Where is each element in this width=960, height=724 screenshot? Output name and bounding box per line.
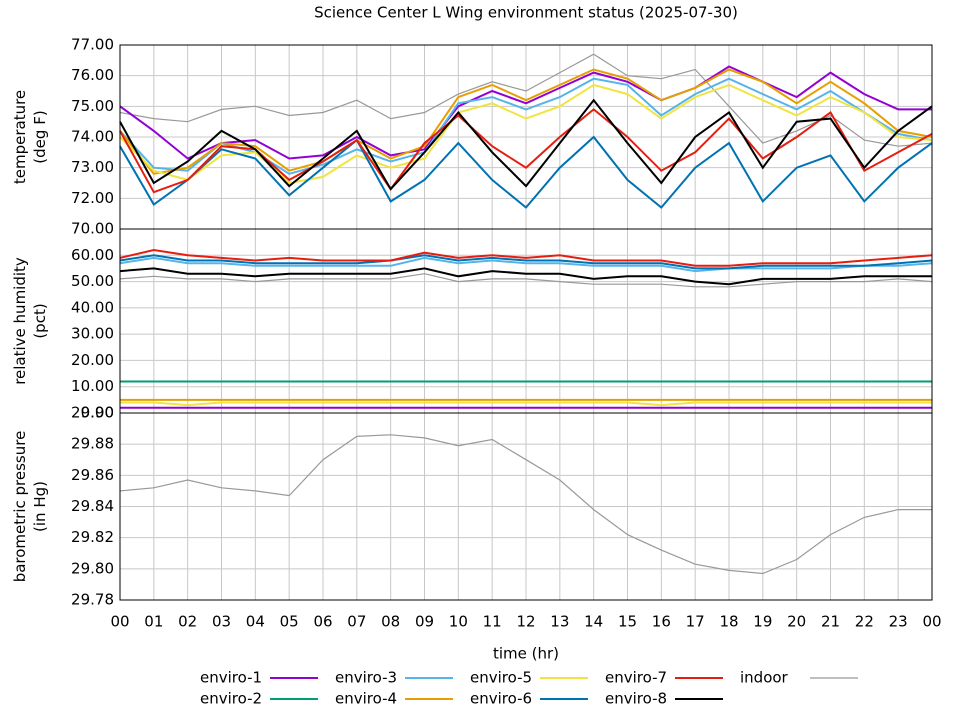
x-tick-label: 01 <box>144 613 163 631</box>
legend-label: enviro-1 <box>200 669 262 687</box>
y-tick-label: 20.00 <box>71 351 114 369</box>
data-line <box>119 53 933 147</box>
y-tick-label: 76.00 <box>71 66 114 84</box>
x-tick-label: 21 <box>821 613 840 631</box>
y-tick-label: 77.00 <box>71 36 114 54</box>
data-line <box>119 65 932 160</box>
x-tick-label: 13 <box>550 613 569 631</box>
data-line <box>119 267 932 286</box>
x-tick-label: 10 <box>449 613 468 631</box>
y-axis-label: relative humidity (pct) <box>11 257 49 385</box>
y-tick-label: 29.78 <box>71 591 114 609</box>
x-tick-label: 08 <box>381 613 400 631</box>
y-tick-label: 70.00 <box>71 220 114 238</box>
legend-label: enviro-3 <box>335 669 397 687</box>
x-tick-label: 02 <box>178 613 197 631</box>
data-line <box>119 135 933 209</box>
x-tick-label: 23 <box>889 613 908 631</box>
x-tick-label: 15 <box>618 613 637 631</box>
y-tick-label: 74.00 <box>71 128 114 146</box>
x-tick-label: 00 <box>922 613 941 631</box>
x-tick-label: 03 <box>212 613 231 631</box>
y-tick-label: 40.00 <box>71 298 114 316</box>
legend-label: enviro-2 <box>200 690 262 708</box>
x-tick-label: 14 <box>584 613 603 631</box>
x-tick-label: 19 <box>753 613 772 631</box>
data-line <box>119 434 932 575</box>
x-tick-label: 18 <box>719 613 738 631</box>
y-tick-label: 73.00 <box>71 158 114 176</box>
x-tick-label: 22 <box>855 613 874 631</box>
y-axis-label-line: (pct) <box>31 303 49 338</box>
legend-label: enviro-8 <box>605 690 667 708</box>
x-tick-label: 11 <box>483 613 502 631</box>
y-tick-label: 29.84 <box>71 497 114 515</box>
y-tick-label: 75.00 <box>71 97 114 115</box>
y-tick-label: 0.00 <box>81 404 114 422</box>
x-tick-label: 20 <box>787 613 806 631</box>
data-line <box>119 273 933 288</box>
x-tick-label: 00 <box>110 613 129 631</box>
x-tick-label: 12 <box>516 613 535 631</box>
y-tick-label: 72.00 <box>71 189 114 207</box>
legend-label: indoor <box>740 669 789 687</box>
y-axis-label-line: temperature <box>11 90 29 184</box>
y-axis-label-line: (deg F) <box>31 110 49 163</box>
legend-label: enviro-6 <box>470 690 532 708</box>
y-axis-label-line: barometric pressure <box>11 431 29 583</box>
y-tick-label: 29.80 <box>71 559 114 577</box>
legend-label: enviro-4 <box>335 690 397 708</box>
y-tick-label: 50.00 <box>71 272 114 290</box>
y-tick-label: 29.90 <box>71 404 114 422</box>
y-axis-label-line: (in Hg) <box>31 481 49 532</box>
x-tick-label: 06 <box>313 613 332 631</box>
y-axis-label: temperature (deg F) <box>11 90 49 184</box>
chart-title: Science Center L Wing environment status… <box>314 4 738 22</box>
data-line <box>119 256 933 273</box>
x-tick-label: 16 <box>652 613 671 631</box>
data-line <box>119 254 933 270</box>
x-tick-label: 04 <box>246 613 265 631</box>
y-axis-label: barometric pressure (in Hg) <box>11 431 49 583</box>
x-tick-label: 17 <box>686 613 705 631</box>
x-tick-label: 05 <box>280 613 299 631</box>
x-tick-label: 07 <box>347 613 366 631</box>
data-line <box>119 68 933 175</box>
x-tick-label: 09 <box>415 613 434 631</box>
y-tick-label: 30.00 <box>71 325 114 343</box>
y-tick-label: 29.88 <box>71 435 114 453</box>
y-tick-label: 10.00 <box>71 377 114 395</box>
data-line <box>119 98 933 191</box>
y-axis-label-line: relative humidity <box>11 257 29 385</box>
y-tick-label: 29.86 <box>71 466 114 484</box>
legend-label: enviro-5 <box>470 669 532 687</box>
x-axis-label: time (hr) <box>493 645 559 663</box>
legend-label: enviro-7 <box>605 669 667 687</box>
data-line <box>120 401 932 407</box>
data-line <box>119 248 933 267</box>
data-line <box>119 83 933 185</box>
plot-frame <box>119 412 933 601</box>
y-tick-label: 29.82 <box>71 528 114 546</box>
y-tick-label: 60.00 <box>71 246 114 264</box>
